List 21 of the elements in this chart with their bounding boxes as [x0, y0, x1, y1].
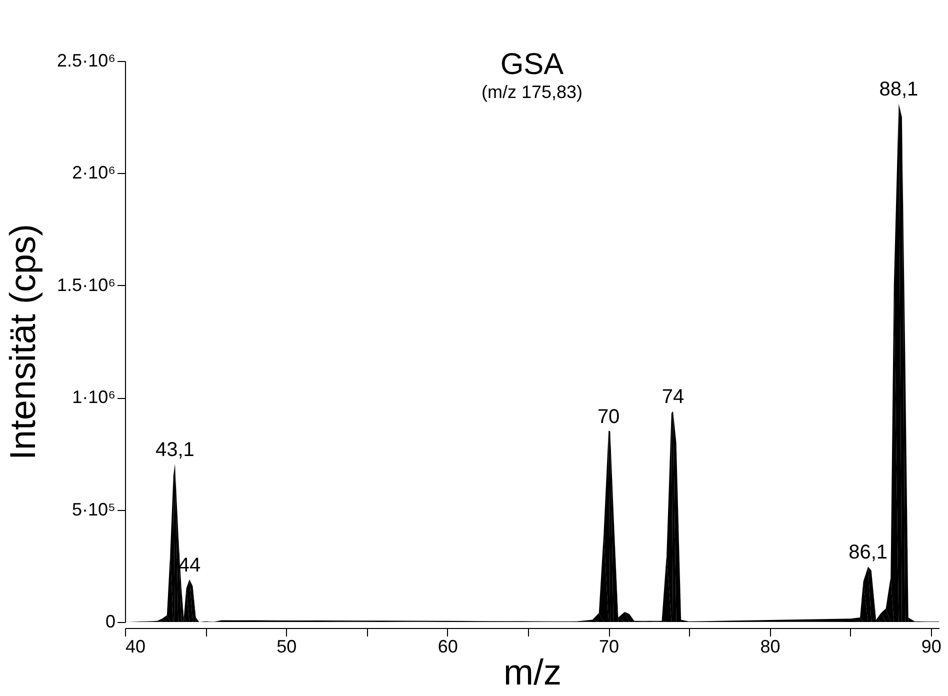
x-tick-label: 50 [276, 636, 297, 656]
x-tick-label: 40 [126, 636, 146, 656]
x-axis-title: m/z [504, 652, 562, 692]
x-tick-label: 80 [760, 636, 780, 656]
annotation: 74 [662, 386, 684, 408]
annotation: 43,1 [156, 438, 194, 461]
y-axis-title: Intensität (cps) [2, 224, 44, 460]
y-tick-label: 2·10⁶ [72, 162, 116, 183]
x-tick-label: 70 [599, 636, 620, 656]
annotation: 86,1 [848, 542, 888, 564]
x-tick-label: 90 [921, 636, 942, 656]
text: (m/z 175,83) [481, 82, 583, 102]
y-tick-label: 2.5·10⁶ [57, 50, 116, 70]
chart-title: GSA [500, 48, 564, 81]
y-tick-label: 1·10⁶ [72, 387, 116, 408]
y-tick-label: 1.5·10⁶ [57, 274, 116, 295]
annotation: 88,1 [879, 78, 918, 101]
annotation: 70 [597, 406, 620, 428]
y-tick-label: 0 [105, 612, 116, 632]
y-tick-label: 5·10⁵ [72, 499, 116, 520]
x-tick-label: 60 [438, 636, 458, 656]
